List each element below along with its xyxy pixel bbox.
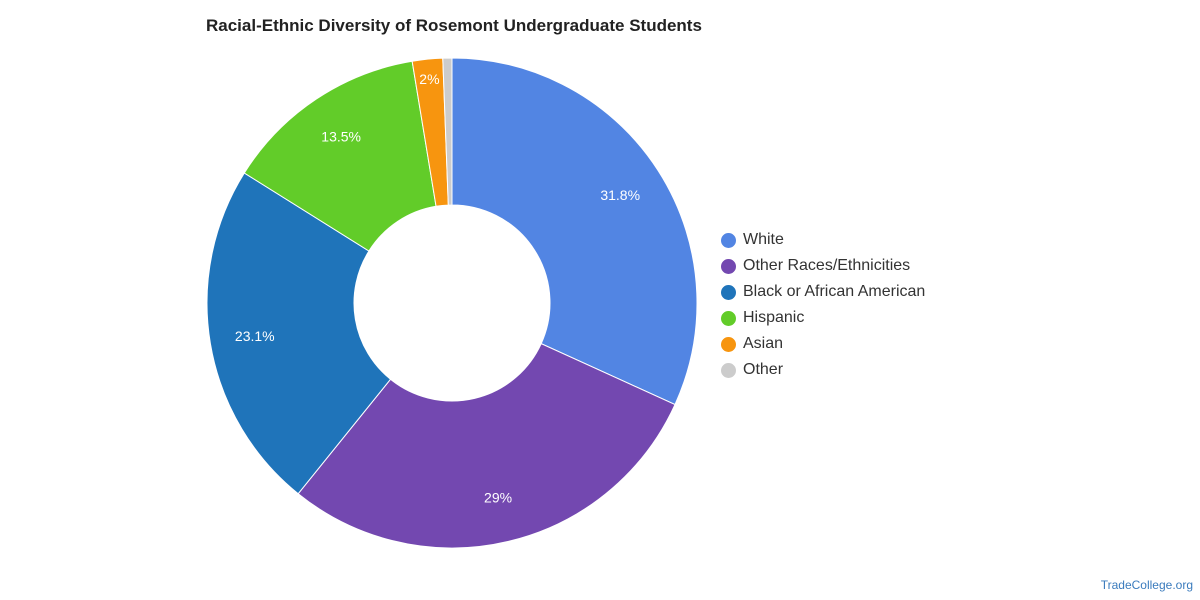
legend-swatch: [721, 310, 736, 326]
slice-other[interactable]: [442, 57, 453, 206]
legend-label: Other: [743, 361, 784, 378]
legend-item-black-or-african-american[interactable]: Black or African American: [721, 279, 925, 305]
legend-item-hispanic[interactable]: Hispanic: [721, 305, 925, 331]
legend-swatch: [721, 336, 736, 352]
legend-swatch: [721, 232, 736, 248]
slice-label-black-or-african-american: 23.1%: [235, 328, 275, 344]
chart-title: Racial-Ethnic Diversity of Rosemont Unde…: [206, 16, 702, 35]
legend-label: Asian: [743, 335, 784, 352]
slice-label-hispanic: 13.5%: [321, 129, 361, 145]
legend-swatch: [721, 362, 736, 378]
legend-item-other-races-ethnicities[interactable]: Other Races/Ethnicities: [721, 253, 925, 279]
legend-swatch: [721, 284, 736, 300]
legend-label: Hispanic: [743, 309, 805, 326]
slice-white[interactable]: [451, 57, 698, 406]
slice-label-asian: 2%: [419, 71, 439, 87]
source-credit[interactable]: TradeCollege.org: [1100, 578, 1193, 592]
slices-group: [206, 57, 698, 549]
legend-label: White: [743, 231, 784, 248]
slice-black-or-african-american[interactable]: [206, 172, 392, 495]
legend: White Other Races/Ethnicities Black or Afr…: [721, 227, 925, 383]
legend-item-other[interactable]: Other: [721, 357, 925, 383]
slice-labels-group: 31.8% 29% 23.1% 13.5% 2%: [235, 71, 640, 505]
legend-label: Other Races/Ethnicities: [743, 257, 911, 274]
slice-other-races-ethnicities[interactable]: [297, 342, 676, 549]
slice-hispanic[interactable]: [243, 60, 437, 252]
legend-label: Black or African American: [743, 283, 926, 300]
legend-item-white[interactable]: White: [721, 227, 925, 253]
legend-item-asian[interactable]: Asian: [721, 331, 925, 357]
slice-label-other-races-ethnicities: 29%: [484, 490, 512, 506]
slice-label-white: 31.8%: [600, 187, 640, 203]
legend-swatch: [721, 258, 736, 274]
